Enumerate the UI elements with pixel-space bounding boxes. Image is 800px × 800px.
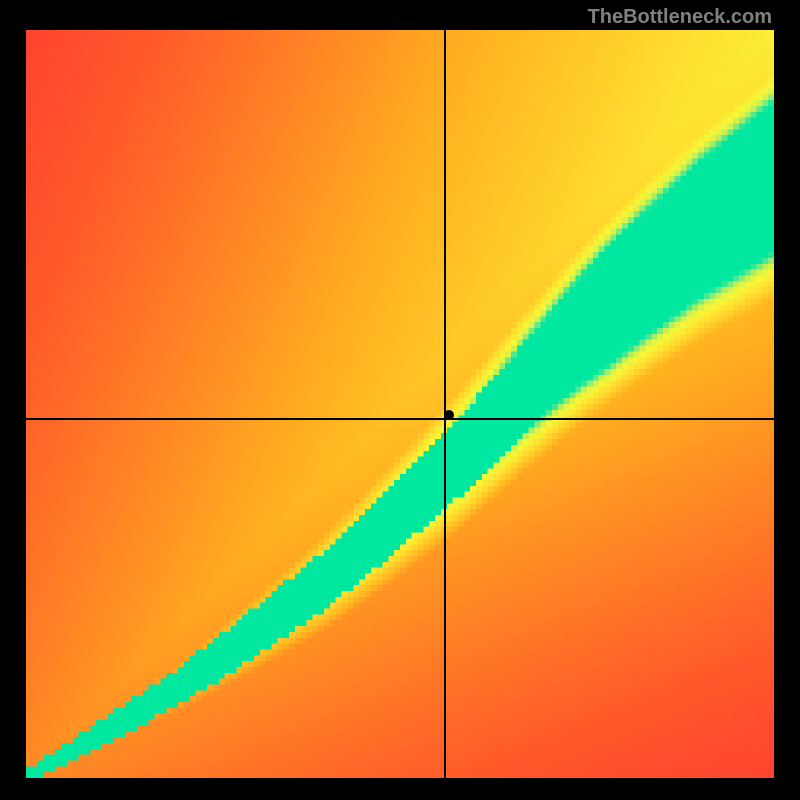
crosshair-marker <box>444 410 454 420</box>
crosshair-vertical <box>444 30 446 778</box>
watermark-text: TheBottleneck.com <box>588 6 772 29</box>
crosshair-horizontal <box>26 418 774 420</box>
heatmap-plot <box>26 30 774 778</box>
chart-container: TheBottleneck.com <box>0 0 800 800</box>
heatmap-canvas <box>26 30 774 778</box>
